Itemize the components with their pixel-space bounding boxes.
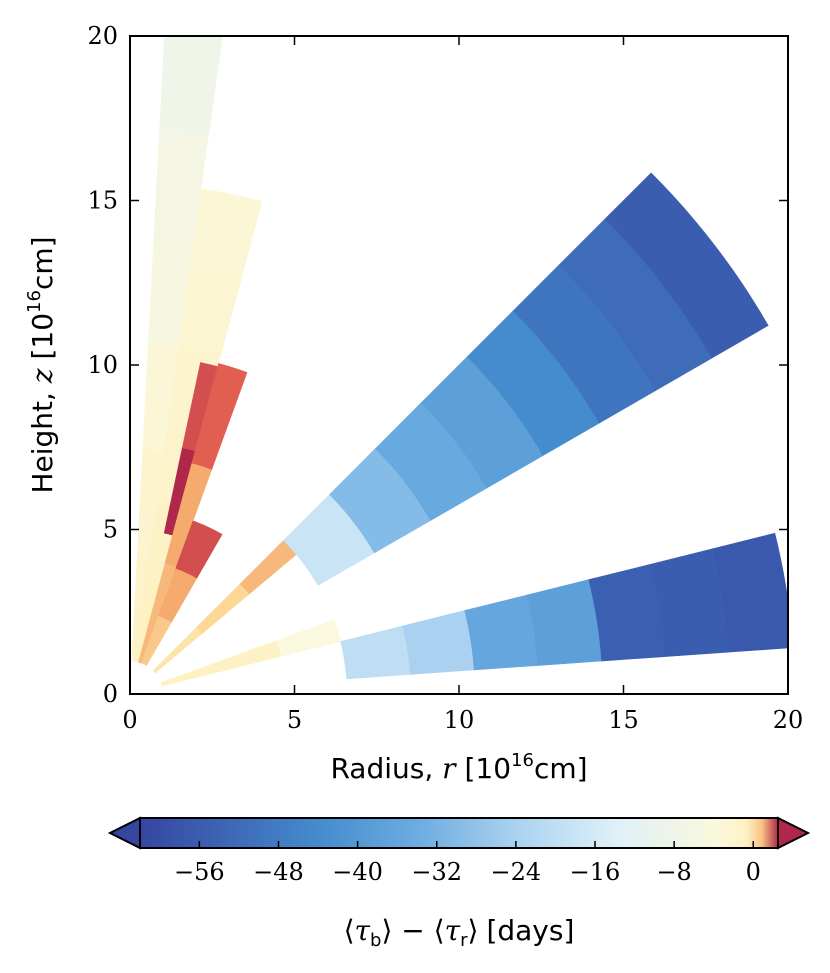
x-tick-label: 20 (773, 706, 804, 734)
wedge-segment (604, 172, 769, 359)
cbar-open-b: ⟨ (434, 914, 445, 947)
y-label-exp: 16 (24, 290, 45, 313)
wedge-segment (218, 640, 282, 672)
wedge-segment (175, 520, 223, 579)
colorbar-tick-label: −32 (411, 858, 462, 886)
y-label-name: Height, (26, 392, 59, 493)
wedge-segment (464, 594, 539, 671)
y-tick-label: 20 (87, 22, 118, 50)
y-label-open: [10 (26, 313, 59, 360)
x-label-open: [10 (464, 752, 511, 785)
wedge-8 (160, 619, 342, 687)
cbar-minus: − (392, 914, 433, 947)
y-axis: 0 5 10 15 20 (87, 22, 788, 708)
colorbar: −56 −48 −40 −32 −24 −16 −8 0 (107, 816, 811, 886)
x-tick-label: 5 (287, 706, 302, 734)
wedge-layer (131, 36, 788, 687)
wedge-segment (340, 625, 411, 680)
x-label-exp: 16 (511, 750, 534, 771)
cbar-close-a: ⟩ (381, 914, 392, 947)
wedge-segment (712, 532, 788, 653)
x-label-unit: cm] (534, 752, 588, 785)
wedge-segment (189, 188, 263, 279)
x-axis: 0 5 10 15 20 (122, 36, 803, 734)
x-tick-label: 15 (608, 706, 639, 734)
wedge-segment (588, 563, 666, 662)
x-label-var: r (442, 752, 457, 785)
colorbar-extend-min (107, 816, 141, 850)
wedge-segment (159, 36, 223, 136)
colorbar-label: ⟨τb⟩ − ⟨τr⟩ [days] (344, 914, 575, 951)
cbar-sub-a: b (370, 930, 381, 951)
wedge-3 (163, 362, 219, 536)
colorbar-tick-label: −8 (656, 858, 691, 886)
cbar-close-b: ⟩ (468, 914, 479, 947)
colorbar-body (139, 817, 779, 849)
wedge-segment (178, 267, 242, 356)
y-tick-label: 0 (103, 680, 118, 708)
x-tick-label: 10 (444, 706, 475, 734)
cbar-sym-b: τ (445, 914, 461, 947)
wedge-segment (526, 579, 603, 666)
wedge-segment (402, 610, 475, 675)
colorbar-extend-max (777, 816, 811, 850)
x-label-name: Radius, (330, 752, 433, 785)
wedge-7 (283, 172, 769, 586)
colorbar-tick-label: 0 (746, 858, 761, 886)
colorbar-tick-label: −40 (332, 858, 383, 886)
y-axis-label: Height, z [1016cm] (24, 236, 59, 493)
y-tick-label: 10 (87, 351, 118, 379)
wedge-segment (191, 363, 248, 470)
y-tick-label: 15 (87, 187, 118, 215)
wedge-5 (140, 520, 223, 666)
colorbar-tick-label: −24 (491, 858, 542, 886)
colorbar-tick-label: −16 (570, 858, 621, 886)
y-label-var: z (26, 368, 59, 384)
y-tick-label: 5 (103, 516, 118, 544)
x-axis-label: Radius, r [1016cm] (330, 750, 587, 785)
wedge-9 (340, 532, 788, 680)
cbar-sym-a: τ (355, 914, 371, 947)
wedge-segment (181, 362, 219, 452)
cbar-unit: [days] (486, 914, 574, 947)
wedge-segment (196, 583, 250, 634)
cbar-open-a: ⟨ (344, 914, 355, 947)
y-label-unit: cm] (26, 236, 59, 290)
x-tick-label: 0 (122, 706, 137, 734)
colorbar-tick-label: −48 (253, 858, 304, 886)
wedge-segment (275, 619, 342, 657)
wedge-segment (239, 540, 297, 595)
wedge-segment (160, 661, 222, 687)
colorbar-tick-label: −56 (174, 858, 225, 886)
cbar-sub-b: r (460, 930, 468, 951)
wedge-1 (131, 36, 223, 662)
wedge-4 (138, 363, 248, 664)
